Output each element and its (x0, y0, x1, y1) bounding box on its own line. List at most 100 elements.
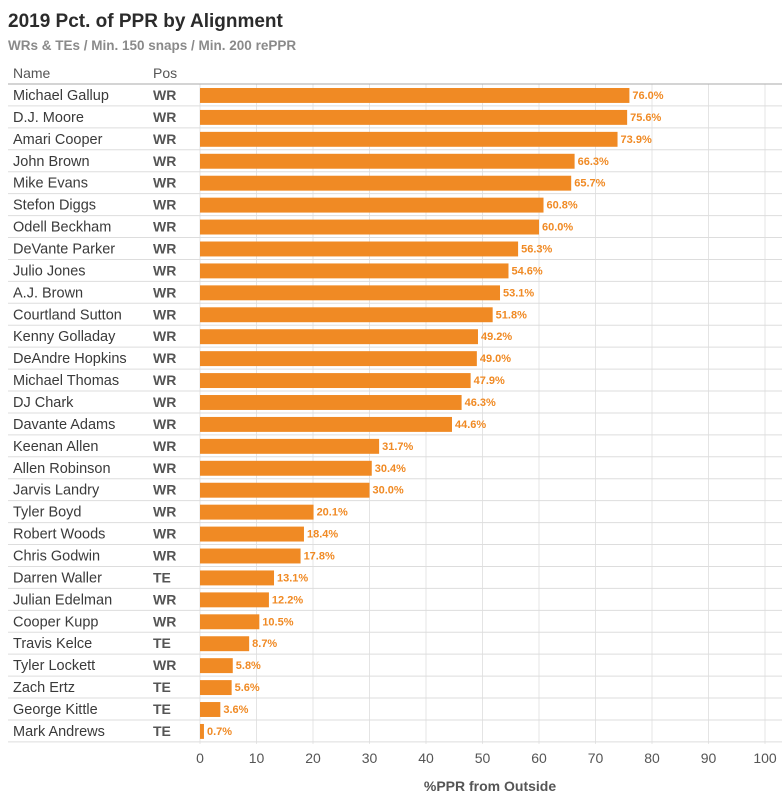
x-axis-title: %PPR from Outside (424, 778, 556, 794)
player-name: Michael Gallup (13, 88, 109, 104)
player-position: WR (153, 175, 176, 191)
bar-value-label: 30.4% (375, 463, 406, 475)
bar (200, 219, 539, 235)
table-row: Zach Ertz TE (8, 679, 782, 699)
bar (200, 416, 452, 432)
x-tick-label: 0 (196, 750, 204, 766)
x-tick-label: 90 (701, 750, 717, 766)
bar (200, 548, 301, 564)
bar-value-label: 3.6% (223, 704, 248, 716)
table-row: Tyler Boyd WR (8, 504, 782, 524)
bar (200, 658, 233, 674)
bar (200, 614, 260, 630)
player-name: George Kittle (13, 702, 98, 718)
player-name: Kenny Golladay (13, 329, 116, 345)
player-position: WR (153, 482, 176, 498)
player-position: WR (153, 591, 176, 607)
player-name: Travis Kelce (13, 636, 92, 652)
player-position: WR (153, 504, 176, 520)
bar (200, 197, 544, 213)
bar-value-label: 65.7% (574, 178, 605, 190)
bar (200, 329, 478, 345)
player-name: Courtland Sutton (13, 307, 122, 323)
player-name: DeAndre Hopkins (13, 351, 127, 367)
player-position: WR (153, 219, 176, 235)
bar (200, 460, 372, 476)
player-name: D.J. Moore (13, 110, 84, 126)
bar-value-label: 8.7% (252, 638, 277, 650)
player-name: Amari Cooper (13, 132, 103, 148)
bar (200, 88, 630, 103)
table-row: A.J. Brown WR (8, 284, 782, 304)
bar-value-label: 30.0% (373, 485, 404, 497)
x-tick-label: 70 (588, 750, 604, 766)
bar-value-label: 75.6% (630, 112, 661, 124)
bar-value-label: 5.8% (236, 660, 261, 672)
table-row: Travis Kelce TE (8, 635, 782, 655)
bar-value-label: 44.6% (455, 419, 486, 431)
player-name: Mark Andrews (13, 724, 105, 740)
player-position: WR (153, 394, 176, 410)
bar (200, 307, 493, 323)
bar (200, 723, 204, 739)
player-name: Davante Adams (13, 417, 115, 433)
player-name: John Brown (13, 154, 90, 170)
player-position: WR (153, 87, 176, 103)
player-position: WR (153, 547, 176, 563)
bar-value-label: 54.6% (511, 265, 542, 277)
bar-value-label: 10.5% (262, 616, 293, 628)
player-name: Darren Waller (13, 570, 102, 586)
table-row: Chris Godwin WR (8, 547, 782, 567)
bar-value-label: 73.9% (621, 134, 652, 146)
chart-subtitle: WRs & TEs / Min. 150 snaps / Min. 200 re… (8, 38, 296, 53)
x-tick-label: 10 (249, 750, 265, 766)
table-row: Allen Robinson WR (8, 460, 782, 480)
player-position: WR (153, 460, 176, 476)
player-position: WR (153, 657, 176, 673)
player-position: TE (153, 679, 171, 695)
player-position: TE (153, 701, 171, 717)
x-tick-label: 30 (362, 750, 378, 766)
bar-value-label: 66.3% (578, 156, 609, 168)
table-row: D.J. Moore WR (8, 109, 782, 129)
bar-value-label: 20.1% (317, 507, 348, 519)
bar-value-label: 60.8% (547, 200, 578, 212)
player-position: WR (153, 372, 176, 388)
table-row: Darren Waller TE (8, 569, 782, 589)
player-position: WR (153, 438, 176, 454)
x-tick-label: 60 (531, 750, 547, 766)
player-name: Robert Woods (13, 527, 105, 543)
bar-value-label: 12.2% (272, 594, 303, 606)
bar-value-label: 18.4% (307, 529, 338, 541)
table-row: Courtland Sutton WR (8, 306, 782, 326)
bar (200, 153, 575, 169)
table-row: Cooper Kupp WR (8, 613, 782, 633)
table-row: DeVante Parker WR (8, 240, 782, 260)
table-row: Kenny Golladay WR (8, 328, 782, 348)
bar (200, 702, 221, 717)
table-row: George Kittle TE (8, 701, 782, 721)
player-name: Julian Edelman (13, 592, 112, 608)
table-row: Odell Beckham WR (8, 219, 782, 239)
bar (200, 526, 304, 542)
player-position: WR (153, 131, 176, 147)
table-row: DJ Chark WR (8, 394, 782, 414)
x-tick-label: 50 (475, 750, 491, 766)
chart-title: 2019 Pct. of PPR by Alignment (8, 11, 284, 32)
player-name: Allen Robinson (13, 461, 111, 477)
table-row: Mark Andrews TE (8, 723, 782, 743)
bar (200, 285, 501, 301)
player-position: TE (153, 569, 171, 585)
bar (200, 373, 471, 389)
bar (200, 570, 275, 586)
bar (200, 263, 509, 279)
player-position: WR (153, 284, 176, 300)
bar-value-label: 47.9% (474, 375, 505, 387)
player-position: TE (153, 635, 171, 651)
player-name: DeVante Parker (13, 241, 115, 257)
player-name: Mike Evans (13, 176, 88, 192)
bar (200, 680, 232, 696)
bar (200, 241, 519, 257)
table-row: Davante Adams WR (8, 416, 782, 436)
